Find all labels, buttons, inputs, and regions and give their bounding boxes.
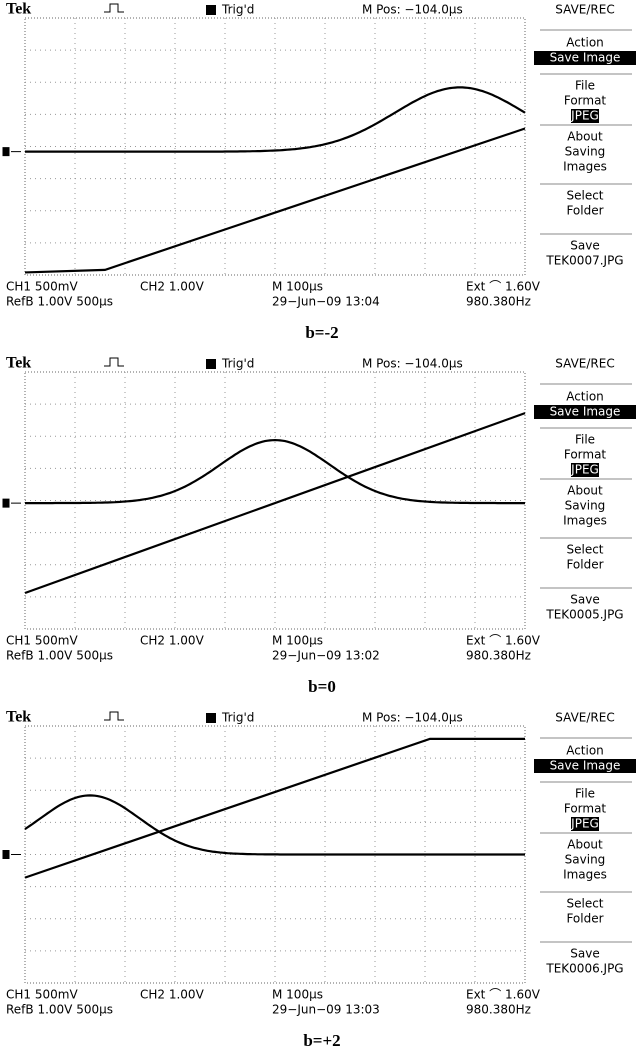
- brand: Tek: [6, 355, 31, 372]
- run-icon: [206, 359, 216, 369]
- menu-item[interactable]: Format: [564, 448, 607, 462]
- footer-frequency: 980.380Hz: [466, 1003, 531, 1017]
- menu-item[interactable]: Saving: [565, 853, 606, 867]
- footer-ch2: CH2 1.00V: [140, 280, 205, 294]
- footer-ch2: CH2 1.00V: [140, 634, 205, 648]
- menu-item[interactable]: File: [575, 433, 595, 447]
- menu-item[interactable]: File: [575, 79, 595, 93]
- footer-timebase: M 100µs: [272, 280, 323, 294]
- menu-item[interactable]: Action: [566, 36, 604, 50]
- menu-item[interactable]: Save: [570, 593, 599, 607]
- position: M Pos: −104.0µs: [362, 711, 463, 725]
- menu-item[interactable]: Save Image: [550, 759, 621, 773]
- menu-title: SAVE/REC: [555, 711, 614, 725]
- run-icon: [206, 713, 216, 723]
- position: M Pos: −104.0µs: [362, 3, 463, 17]
- menu-item[interactable]: Folder: [566, 204, 603, 218]
- footer-date: 29−Jun−09 13:03: [272, 1003, 380, 1017]
- ground-marker: [3, 148, 21, 156]
- menu-item[interactable]: Folder: [566, 912, 603, 926]
- status: Trig'd: [221, 3, 254, 17]
- status: Trig'd: [221, 357, 254, 371]
- menu-item[interactable]: Save Image: [550, 405, 621, 419]
- menu-item[interactable]: Images: [563, 160, 607, 174]
- footer-trigger: Ext ⌒ 1.60V: [466, 634, 541, 648]
- caption: b=+2: [303, 1031, 340, 1050]
- menu-item[interactable]: Save Image: [550, 51, 621, 65]
- ground-marker: [3, 851, 21, 859]
- menu-item[interactable]: About: [567, 838, 603, 852]
- menu-item[interactable]: Save: [570, 239, 599, 253]
- menu-item[interactable]: JPEG: [570, 817, 599, 831]
- trigger-icon: [104, 4, 124, 12]
- position: M Pos: −104.0µs: [362, 357, 463, 371]
- footer-ref: RefB 1.00V 500µs: [6, 649, 113, 663]
- menu-item[interactable]: Folder: [566, 558, 603, 572]
- menu-item[interactable]: JPEG: [570, 463, 599, 477]
- menu-item[interactable]: Select: [566, 189, 603, 203]
- menu-item[interactable]: File: [575, 787, 595, 801]
- menu-item[interactable]: TEK0006.JPG: [545, 962, 623, 976]
- footer-ch1: CH1 500mV: [6, 988, 78, 1002]
- caption: b=-2: [305, 323, 338, 342]
- menu-item[interactable]: Save: [570, 947, 599, 961]
- menu-item[interactable]: TEK0005.JPG: [545, 608, 623, 622]
- menu-item[interactable]: Select: [566, 543, 603, 557]
- menu-item[interactable]: Saving: [565, 499, 606, 513]
- menu-title: SAVE/REC: [555, 3, 614, 17]
- trigger-icon: [104, 712, 124, 720]
- menu-title: SAVE/REC: [555, 357, 614, 371]
- footer-ref: RefB 1.00V 500µs: [6, 295, 113, 309]
- footer-date: 29−Jun−09 13:04: [272, 295, 380, 309]
- footer-ch1: CH1 500mV: [6, 280, 78, 294]
- menu-item[interactable]: TEK0007.JPG: [545, 254, 623, 268]
- menu-item[interactable]: Select: [566, 897, 603, 911]
- menu-item[interactable]: Images: [563, 868, 607, 882]
- menu-item[interactable]: Saving: [565, 145, 606, 159]
- menu-item[interactable]: JPEG: [570, 109, 599, 123]
- menu-item[interactable]: Action: [566, 390, 604, 404]
- menu-item[interactable]: About: [567, 130, 603, 144]
- menu-item[interactable]: Format: [564, 94, 607, 108]
- ground-marker: [3, 499, 21, 507]
- footer-timebase: M 100µs: [272, 634, 323, 648]
- footer-ch1: CH1 500mV: [6, 634, 78, 648]
- brand: Tek: [6, 709, 31, 726]
- footer-ch2: CH2 1.00V: [140, 988, 205, 1002]
- footer-trigger: Ext ⌒ 1.60V: [466, 280, 541, 294]
- menu-item[interactable]: Format: [564, 802, 607, 816]
- footer-frequency: 980.380Hz: [466, 649, 531, 663]
- menu-item[interactable]: Images: [563, 514, 607, 528]
- footer-ref: RefB 1.00V 500µs: [6, 1003, 113, 1017]
- figure: TekTrig'dM Pos: −104.0µsSAVE/RECActionSa…: [0, 0, 638, 1054]
- run-icon: [206, 5, 216, 15]
- footer-timebase: M 100µs: [272, 988, 323, 1002]
- menu-item[interactable]: About: [567, 484, 603, 498]
- trigger-icon: [104, 358, 124, 366]
- caption: b=0: [308, 677, 336, 696]
- brand: Tek: [6, 1, 31, 18]
- status: Trig'd: [221, 711, 254, 725]
- footer-trigger: Ext ⌒ 1.60V: [466, 988, 541, 1002]
- menu-item[interactable]: Action: [566, 744, 604, 758]
- footer-frequency: 980.380Hz: [466, 295, 531, 309]
- footer-date: 29−Jun−09 13:02: [272, 649, 380, 663]
